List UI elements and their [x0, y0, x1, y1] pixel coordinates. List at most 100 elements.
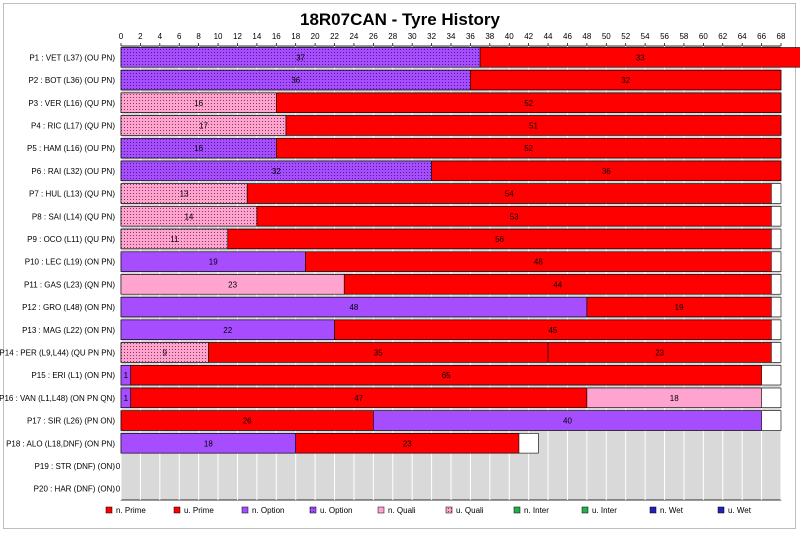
driver-label: P13 : MAG (L22) (ON PN): [22, 326, 115, 335]
x-tick-label: 54: [641, 32, 650, 41]
x-tick-label: 66: [757, 32, 766, 41]
legend-item: n. Quali: [377, 506, 416, 515]
stint-bar: [246, 183, 772, 204]
x-tick-label: 32: [427, 32, 436, 41]
stint-bar: [373, 410, 762, 431]
driver-row: 1 47 18: [120, 387, 782, 409]
driver-label: P19 : STR (DNF) (ON): [35, 462, 116, 471]
legend-label: u. Quali: [456, 506, 484, 515]
x-tick-label: 64: [738, 32, 747, 41]
driver-label: P16 : VAN (L1,L48) (ON PN QN): [0, 394, 115, 403]
driver-label: P3 : VER (L16) (QU PN): [28, 99, 115, 108]
driver-row: 23 44: [120, 274, 782, 295]
driver-row: 32 36: [120, 160, 782, 182]
x-tick-label: 10: [214, 32, 223, 41]
x-tick-label: 42: [524, 32, 533, 41]
stint-laps-label: 36: [602, 167, 611, 176]
stint-bar: [586, 387, 762, 409]
x-tick-label: 36: [466, 32, 475, 41]
x-tick-label: 52: [621, 32, 630, 41]
stint-laps-label: 36: [291, 76, 300, 85]
legend-swatch: [581, 506, 589, 514]
stint-laps-label: 45: [548, 326, 557, 335]
stint-bar: [547, 342, 772, 363]
x-tick-label: 60: [699, 32, 708, 41]
legend-label: u. Inter: [592, 506, 617, 515]
driver-label: P12 : GRO (L48) (ON PN): [22, 303, 115, 312]
stint-laps-label: 11: [170, 235, 179, 244]
stint-laps-label: 51: [529, 121, 538, 130]
driver-row: 9 35 23: [120, 342, 782, 363]
legend-swatch: [377, 506, 385, 514]
stint-laps-label: 23: [403, 439, 412, 448]
legend-label: n. Wet: [660, 506, 684, 515]
stint-laps-label: 52: [524, 144, 533, 153]
x-tick-label: 12: [233, 32, 242, 41]
stint-laps-label: 54: [505, 190, 514, 199]
driver-row: 37 33: [120, 47, 800, 68]
stint-laps-label: 1: [124, 394, 129, 403]
x-tick-label: 30: [408, 32, 417, 41]
legend-item: n. Option: [241, 506, 284, 515]
stint-laps-label: 1: [124, 371, 129, 380]
stint-bar: [479, 47, 800, 68]
x-tick-label: 28: [388, 32, 397, 41]
driver-label: P10 : LEC (L19) (ON PN): [25, 258, 116, 267]
x-tick-label: 2: [138, 32, 143, 41]
legend-item: u. Wet: [717, 506, 752, 515]
stint-bar: [431, 160, 782, 182]
driver-label: P9 : OCO (L11) (QU PN): [27, 235, 115, 244]
stint-laps-label: 65: [442, 371, 451, 380]
driver-row: 14 53: [120, 206, 782, 227]
stint-bar: [130, 364, 762, 386]
stint-laps-label: 14: [184, 212, 193, 221]
legend-label: u. Option: [320, 506, 352, 515]
stint-laps-label: 52: [524, 99, 533, 108]
legend: n. Prime u. Prime n. Option u. Option n. Qua…: [105, 506, 752, 515]
stint-bar: [227, 228, 772, 250]
stint-bar: [305, 251, 772, 272]
x-tick-label: 16: [272, 32, 281, 41]
legend-swatch: [173, 506, 181, 514]
driver-label: P5 : HAM (L16) (OU PN): [27, 144, 115, 153]
legend-item: n. Inter: [513, 506, 549, 515]
legend-label: u. Prime: [184, 506, 214, 515]
stint-laps-label: 47: [354, 394, 363, 403]
x-tick-label: 34: [447, 32, 456, 41]
x-tick-label: 8: [196, 32, 201, 41]
driver-row: 48 19: [120, 296, 782, 318]
driver-label: P2 : BOT (L36) (OU PN): [28, 76, 115, 85]
legend-label: u. Wet: [728, 506, 752, 515]
driver-row: 36 32: [120, 69, 782, 91]
driver-label: P7 : HUL (L13) (QU PN): [29, 190, 115, 199]
stint-laps-label: 23: [228, 280, 237, 289]
driver-row: 16 52: [120, 138, 782, 159]
stint-laps-label: 16: [194, 144, 203, 153]
stint-bar: [586, 296, 772, 318]
legend-swatch: [241, 506, 249, 514]
stint-laps-label: 18: [670, 394, 679, 403]
stint-laps-label: 23: [655, 348, 664, 357]
x-tick-label: 46: [563, 32, 572, 41]
stint-laps-label: 32: [272, 167, 281, 176]
driver-label: P18 : ALO (L18,DNF) (ON PN): [6, 439, 115, 448]
stint-laps-label: 19: [209, 258, 218, 267]
driver-label: P6 : RAI (L32) (OU PN): [31, 167, 115, 176]
driver-row: 16 52: [120, 92, 782, 113]
legend-label: n. Prime: [116, 506, 146, 515]
stint-laps-label: 48: [534, 258, 543, 267]
x-tick-label: 4: [158, 32, 163, 41]
stint-laps-label: 35: [374, 348, 383, 357]
x-tick-label: 14: [252, 32, 261, 41]
stint-laps-label: 13: [180, 190, 189, 199]
driver-label: P14 : PER (L9,L44) (QU PN PN): [0, 348, 115, 357]
x-tick-label: 58: [679, 32, 688, 41]
x-tick-label: 38: [485, 32, 494, 41]
stint-laps-label: 19: [675, 303, 684, 312]
driver-row: 19 48: [120, 251, 782, 272]
stint-bar: [343, 274, 772, 295]
driver-label: P11 : GAS (L23) (QN PN): [24, 280, 115, 289]
stint-bar: [285, 115, 782, 136]
